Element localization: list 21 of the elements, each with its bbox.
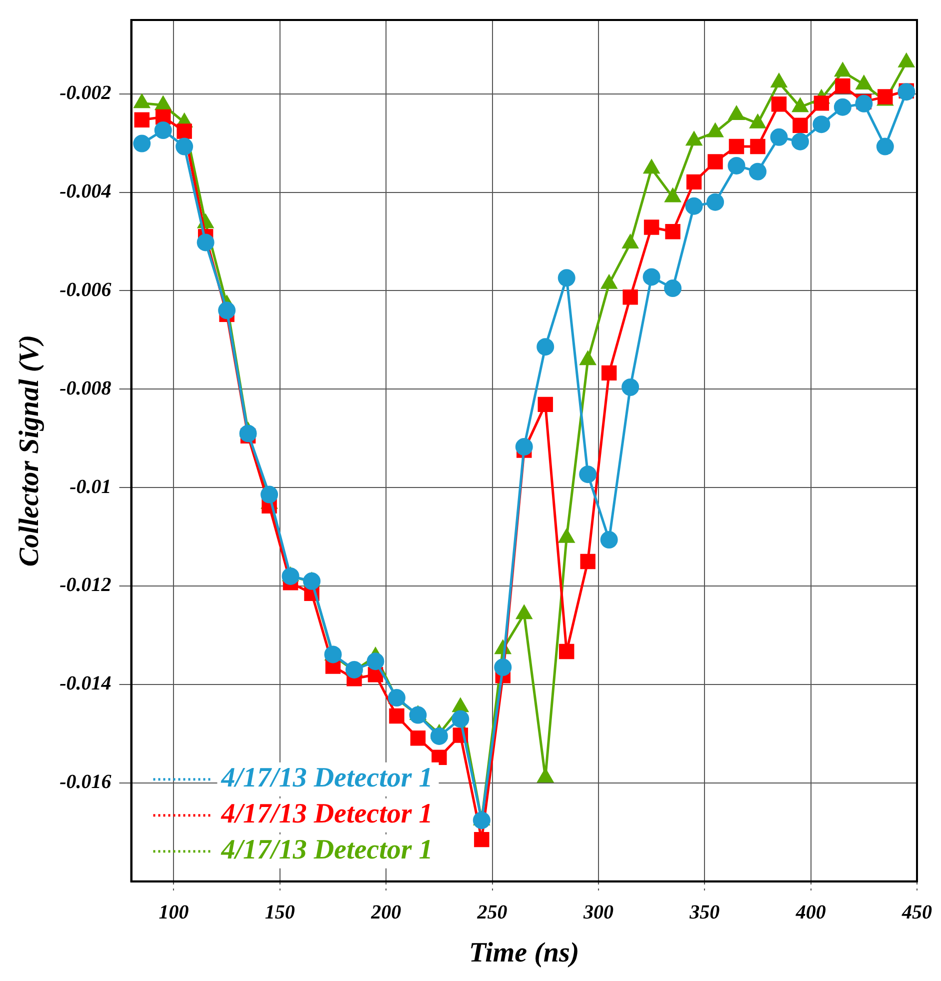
x-tick-label: 100: [158, 902, 189, 924]
x-tick-label: 200: [370, 902, 402, 924]
legend-label: 4/17/13 Detector 1: [220, 762, 433, 794]
x-tick-label: 350: [688, 902, 720, 924]
y-tick-label: -0.016: [60, 771, 112, 794]
legend-label: 4/17/13 Detector 1: [220, 834, 433, 866]
x-axis-title: Time (ns): [469, 937, 580, 968]
legend-label: 4/17/13 Detector 1: [220, 798, 433, 830]
x-tick-label: 250: [476, 902, 508, 924]
y-tick-label: -0.006: [60, 278, 112, 301]
y-tick-label: -0.014: [60, 672, 112, 695]
y-tick-label: -0.004: [60, 180, 112, 202]
x-tick-label: 450: [901, 902, 932, 924]
y-tick-label: -0.01: [70, 476, 112, 498]
y-tick-label: -0.012: [60, 574, 112, 596]
y-tick-label: -0.008: [60, 377, 112, 400]
x-tick-label: 300: [582, 902, 614, 924]
x-tick-label: 400: [794, 902, 826, 924]
y-tick-label: -0.002: [60, 82, 112, 104]
y-axis-title: Collector Signal (V): [14, 334, 46, 567]
x-tick-label: 150: [264, 902, 295, 924]
